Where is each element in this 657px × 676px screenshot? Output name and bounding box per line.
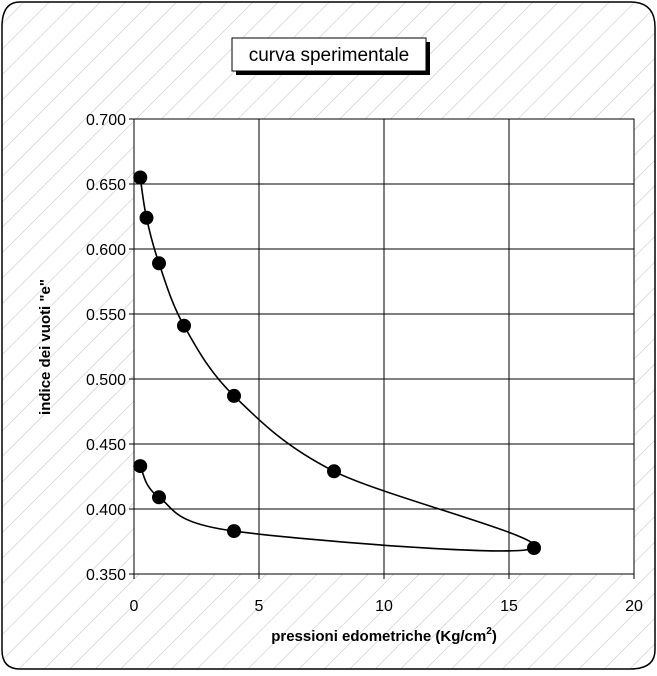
data-point xyxy=(152,490,166,505)
data-point xyxy=(133,459,148,474)
tick-labels: 0.350 0.400 0.450 0.500 0.550 0.600 0.650 0.700… xyxy=(86,112,643,615)
data-point xyxy=(133,170,148,185)
chart-title-box: curva sperimentale xyxy=(231,37,430,75)
data-point xyxy=(152,256,166,271)
y-tick-label: 0.550 xyxy=(86,307,126,324)
data-point xyxy=(527,541,541,555)
data-point xyxy=(327,464,341,479)
data-point xyxy=(139,210,154,225)
y-tick-label: 0.700 xyxy=(86,112,126,129)
data-point xyxy=(227,388,241,403)
chart-title: curva sperimentale xyxy=(249,45,410,66)
data-markers xyxy=(133,170,541,555)
x-axis-title: pressioni edometriche (Kg/cm2) xyxy=(271,626,497,645)
y-tick-label: 0.500 xyxy=(86,372,126,389)
y-tick-label: 0.350 xyxy=(86,567,126,584)
x-tick-label: 15 xyxy=(500,598,518,615)
grid xyxy=(133,118,635,575)
axes xyxy=(129,118,635,579)
x-tick-label: 20 xyxy=(625,598,643,615)
data-point xyxy=(177,318,191,333)
data-point xyxy=(227,524,241,539)
y-tick-label: 0.650 xyxy=(86,177,126,194)
y-tick-label: 0.400 xyxy=(86,502,126,519)
y-tick-label: 0.600 xyxy=(86,242,126,259)
y-axis-title: indice dei vuoti "e" xyxy=(37,279,54,415)
x-tick-label: 5 xyxy=(255,598,264,615)
y-tick-label: 0.450 xyxy=(86,437,126,454)
x-tick-label: 0 xyxy=(130,598,139,615)
x-tick-label: 10 xyxy=(375,598,393,615)
